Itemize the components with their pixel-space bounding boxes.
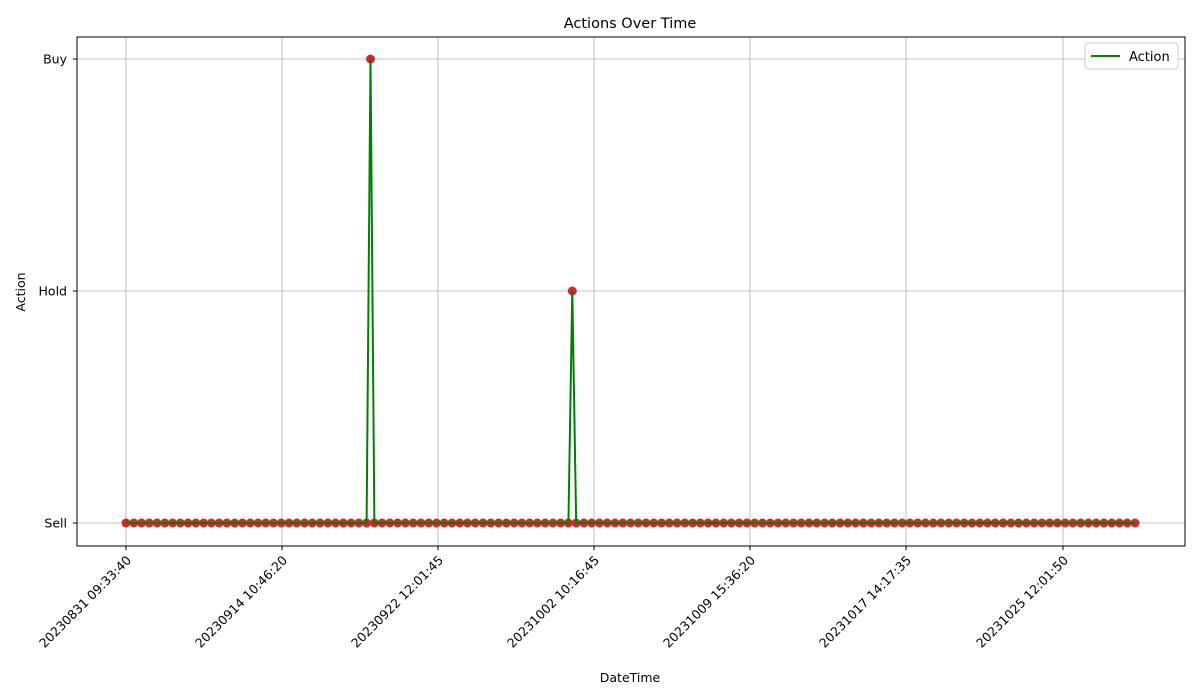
x-tick-label-2: 20230922 12:01:45 <box>348 553 446 651</box>
plot-frame <box>76 36 1186 547</box>
series-line-action <box>126 58 1135 524</box>
chart-title: Actions Over Time <box>564 16 697 32</box>
series-action <box>121 54 1140 528</box>
y-axis: Sell Hold Buy <box>39 52 77 531</box>
grid-lines <box>77 37 1185 546</box>
y-axis-label: Action <box>13 272 28 311</box>
y-tick-label-1: Hold <box>39 284 67 299</box>
legend-box <box>1084 42 1179 70</box>
x-tick-label-0: 20230831 09:33:40 <box>36 552 134 650</box>
x-tick-label-6: 20231025 12:01:50 <box>973 552 1071 650</box>
y-tick-label-0: Sell <box>44 516 67 531</box>
y-tick-label-2: Buy <box>43 52 67 67</box>
x-axis-label: DateTime <box>600 670 661 685</box>
x-tick-label-3: 20231002 10:16:45 <box>504 553 602 651</box>
x-tick-label-1: 20230914 10:46:20 <box>192 552 290 650</box>
x-tick-label-4: 20231009 15:36:20 <box>660 552 758 650</box>
x-tick-label-5: 20231017 14:17:35 <box>816 553 914 651</box>
legend: Action <box>1084 42 1179 70</box>
legend-label: Action <box>1129 50 1170 65</box>
x-axis: 20230831 09:33:40 20230914 10:46:20 202309… <box>36 546 1071 651</box>
